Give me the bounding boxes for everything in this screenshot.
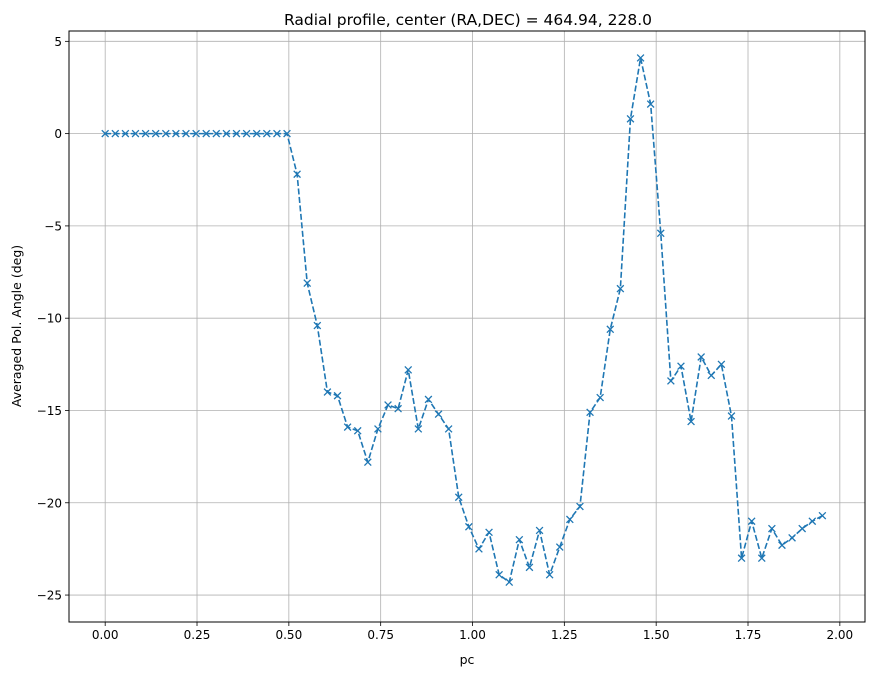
- data-point-marker: [626, 114, 635, 123]
- data-point-marker: [717, 360, 726, 369]
- data-point-marker: [788, 533, 796, 542]
- data-point-marker: [515, 535, 524, 544]
- data-point-marker: [778, 541, 786, 550]
- data-point-marker: [798, 524, 807, 533]
- data-point-marker: [353, 426, 362, 435]
- data-point-marker: [737, 554, 746, 562]
- data-point-marker: [707, 371, 716, 380]
- series-line: [105, 57, 823, 583]
- y-tick-label: −10: [37, 312, 62, 326]
- data-point-marker: [636, 54, 645, 62]
- data-point-marker: [687, 417, 695, 426]
- data-point-marker: [343, 423, 352, 431]
- data-point-marker: [404, 366, 413, 374]
- axis-ticks: 0.00 0.25 0.50 0.75 1.00 1.25 1.50 1.75 2.00 5 0 −5…: [37, 35, 854, 642]
- series-layer: [101, 54, 827, 586]
- data-point-marker: [111, 129, 120, 138]
- data-point-marker: [131, 129, 140, 138]
- data-point-marker: [505, 578, 514, 586]
- data-point-marker: [161, 129, 170, 138]
- data-point-marker: [141, 129, 150, 138]
- data-point-marker: [151, 129, 160, 138]
- y-axis-label: Averaged Pol. Angle (deg): [9, 245, 24, 407]
- data-point-marker: [414, 425, 423, 433]
- data-point-marker: [525, 563, 534, 572]
- data-point-marker: [555, 543, 564, 551]
- data-point-marker: [424, 395, 433, 404]
- data-point-marker: [212, 129, 221, 138]
- x-tick-label: 0.00: [92, 628, 119, 642]
- data-point-marker: [697, 353, 706, 361]
- data-point-marker: [242, 129, 251, 138]
- data-point-marker: [768, 524, 776, 533]
- chart-title: Radial profile, center (RA,DEC) = 464.94…: [284, 11, 652, 29]
- x-tick-label: 2.00: [826, 628, 853, 642]
- data-point-marker: [273, 129, 281, 138]
- data-point-marker: [182, 129, 190, 138]
- data-point-marker: [646, 100, 655, 108]
- y-tick-label: −5: [44, 219, 62, 233]
- y-tick-label: 0: [54, 127, 62, 141]
- y-tick-label: −25: [37, 589, 62, 603]
- data-point-marker: [374, 425, 382, 433]
- data-point-marker: [616, 284, 625, 293]
- data-point-marker: [535, 526, 544, 535]
- x-tick-label: 1.50: [643, 628, 670, 642]
- data-point-marker: [384, 401, 392, 409]
- data-point-marker: [232, 129, 241, 138]
- data-point-marker: [293, 170, 301, 179]
- x-axis-label: pc: [460, 652, 475, 667]
- x-tick-label: 0.50: [275, 628, 302, 642]
- data-point-marker: [727, 412, 736, 420]
- data-point-marker: [313, 321, 322, 330]
- data-point-marker: [656, 229, 665, 238]
- x-tick-label: 1.00: [459, 628, 486, 642]
- data-point-marker: [121, 129, 130, 138]
- data-point-marker: [283, 129, 291, 138]
- data-point-marker: [757, 554, 766, 562]
- data-point-marker: [394, 404, 402, 413]
- data-point-marker: [677, 362, 685, 371]
- data-point-marker: [747, 517, 756, 526]
- data-point-marker: [565, 515, 574, 524]
- data-point-marker: [808, 517, 817, 526]
- data-point-marker: [434, 410, 443, 419]
- data-point-marker: [202, 129, 211, 138]
- data-point-marker: [464, 522, 473, 531]
- data-point-marker: [222, 129, 231, 138]
- data-point-marker: [323, 388, 332, 396]
- x-tick-label: 1.75: [735, 628, 762, 642]
- data-point-marker: [101, 129, 110, 138]
- y-tick-label: 5: [54, 35, 62, 49]
- data-point-marker: [485, 528, 493, 537]
- y-tick-label: −15: [37, 404, 62, 418]
- x-tick-label: 1.25: [551, 628, 578, 642]
- data-point-marker: [586, 408, 594, 417]
- data-point-marker: [818, 511, 827, 520]
- y-tick-label: −20: [37, 496, 62, 510]
- data-point-marker: [475, 545, 483, 553]
- data-point-marker: [172, 129, 180, 138]
- data-point-marker: [333, 391, 342, 400]
- x-tick-label: 0.25: [184, 628, 211, 642]
- data-point-marker: [444, 425, 453, 433]
- data-point-marker: [363, 458, 372, 467]
- data-point-marker: [303, 279, 312, 287]
- data-point-marker: [454, 493, 463, 502]
- data-point-marker: [495, 570, 504, 579]
- data-point-marker: [606, 325, 615, 334]
- data-point-marker: [192, 129, 200, 138]
- data-point-marker: [545, 570, 554, 579]
- plot-frame: [68, 30, 866, 623]
- data-point-marker: [576, 502, 584, 511]
- data-point-marker: [596, 393, 605, 402]
- data-point-marker: [262, 129, 271, 138]
- x-tick-label: 0.75: [367, 628, 394, 642]
- data-point-marker: [667, 377, 675, 385]
- data-point-marker: [252, 129, 261, 138]
